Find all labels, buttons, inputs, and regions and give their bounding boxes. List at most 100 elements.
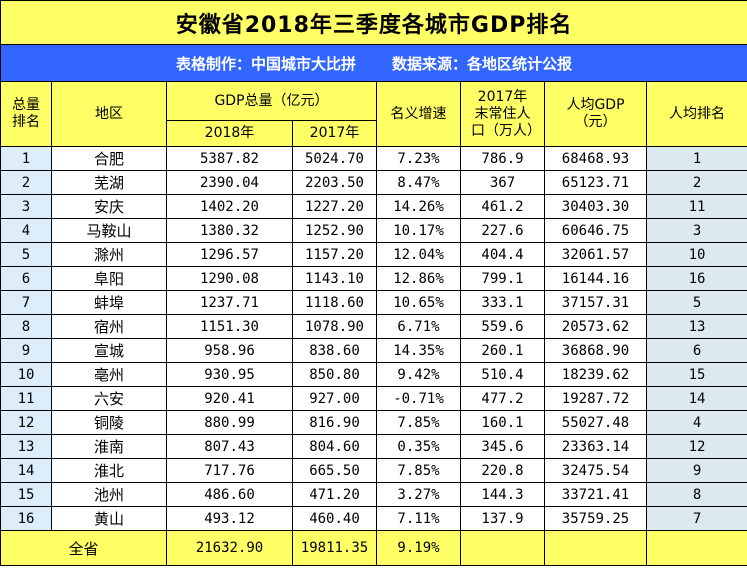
- cell-per-capita-rank: 3: [645, 218, 747, 243]
- cell-gdp-2018: 958.96: [166, 338, 293, 363]
- cell-rank: 7: [0, 290, 52, 315]
- cell-rank: 14: [0, 458, 52, 483]
- header-population: 2017年末常住人口（万人）: [460, 81, 545, 147]
- cell-population: 477.2: [460, 386, 545, 411]
- cell-population: 227.6: [460, 218, 545, 243]
- cell-per-capita-rank: 2: [645, 170, 747, 195]
- cell-region: 亳州: [51, 362, 167, 387]
- cell-per-capita-rank: 13: [645, 314, 747, 339]
- cell-growth: 12.04%: [376, 242, 461, 267]
- cell-growth: 10.17%: [376, 218, 461, 243]
- total-gdp-2018: 21632.90: [166, 530, 293, 566]
- cell-gdp-2018: 1151.30: [166, 314, 293, 339]
- cell-gdp-2017: 665.50: [292, 458, 377, 483]
- cell-per-capita: 32475.54: [544, 458, 647, 483]
- cell-per-capita: 60646.75: [544, 218, 647, 243]
- cell-per-capita-rank: 10: [645, 242, 747, 267]
- table-row: 7 蚌埠 1237.71 1118.60 10.65% 333.1 37157.31 5: [0, 290, 747, 315]
- cell-per-capita: 19287.72: [544, 386, 647, 411]
- header-per-capita-rank: 人均排名: [645, 81, 747, 147]
- cell-gdp-2017: 460.40: [292, 506, 377, 531]
- cell-per-capita-rank: 1: [645, 146, 747, 171]
- cell-per-capita: 37157.31: [544, 290, 647, 315]
- cell-growth: 7.11%: [376, 506, 461, 531]
- header-per-capita: 人均GDP（元）: [544, 81, 647, 147]
- cell-gdp-2018: 5387.82: [166, 146, 293, 171]
- cell-region: 滁州: [51, 242, 167, 267]
- cell-growth: 14.35%: [376, 338, 461, 363]
- cell-population: 144.3: [460, 482, 545, 507]
- cell-gdp-2017: 1157.20: [292, 242, 377, 267]
- cell-per-capita: 68468.93: [544, 146, 647, 171]
- cell-rank: 9: [0, 338, 52, 363]
- header-year-2018: 2018年: [166, 120, 293, 147]
- cell-gdp-2018: 930.95: [166, 362, 293, 387]
- cell-gdp-2018: 880.99: [166, 410, 293, 435]
- table-subtitle: 表格制作：中国城市大比拼 数据来源：各地区统计公报: [0, 44, 747, 82]
- cell-gdp-2017: 5024.70: [292, 146, 377, 171]
- cell-gdp-2018: 1380.32: [166, 218, 293, 243]
- cell-region: 蚌埠: [51, 290, 167, 315]
- cell-population: 260.1: [460, 338, 545, 363]
- cell-growth: 14.26%: [376, 194, 461, 219]
- table-body: 1 合肥 5387.82 5024.70 7.23% 786.9 68468.93 1 2 芜湖 2…: [0, 146, 747, 531]
- cell-gdp-2018: 1296.57: [166, 242, 293, 267]
- table-row: 16 黄山 493.12 460.40 7.11% 137.9 35759.25 7: [0, 506, 747, 531]
- cell-region: 合肥: [51, 146, 167, 171]
- cell-gdp-2018: 2390.04: [166, 170, 293, 195]
- cell-per-capita-rank: 16: [645, 266, 747, 291]
- header-growth: 名义增速: [376, 81, 461, 147]
- cell-rank: 2: [0, 170, 52, 195]
- cell-rank: 5: [0, 242, 52, 267]
- table-row: 4 马鞍山 1380.32 1252.90 10.17% 227.6 60646.75 3: [0, 218, 747, 243]
- cell-per-capita: 36868.90: [544, 338, 647, 363]
- cell-gdp-2018: 1290.08: [166, 266, 293, 291]
- cell-gdp-2017: 850.80: [292, 362, 377, 387]
- cell-rank: 12: [0, 410, 52, 435]
- cell-rank: 3: [0, 194, 52, 219]
- total-per-capita-rank: [645, 530, 747, 566]
- cell-per-capita: 55027.48: [544, 410, 647, 435]
- cell-per-capita: 18239.62: [544, 362, 647, 387]
- cell-rank: 1: [0, 146, 52, 171]
- cell-gdp-2018: 493.12: [166, 506, 293, 531]
- cell-per-capita: 35759.25: [544, 506, 647, 531]
- cell-per-capita-rank: 5: [645, 290, 747, 315]
- cell-region: 六安: [51, 386, 167, 411]
- table-row: 9 宣城 958.96 838.60 14.35% 260.1 36868.90 6: [0, 338, 747, 363]
- header-rank: 总量排名: [0, 81, 52, 147]
- cell-gdp-2017: 1143.10: [292, 266, 377, 291]
- cell-per-capita-rank: 12: [645, 434, 747, 459]
- cell-gdp-2018: 920.41: [166, 386, 293, 411]
- cell-rank: 11: [0, 386, 52, 411]
- cell-gdp-2017: 838.60: [292, 338, 377, 363]
- cell-population: 160.1: [460, 410, 545, 435]
- table-row: 11 六安 920.41 927.00 -0.71% 477.2 19287.72 14: [0, 386, 747, 411]
- cell-rank: 10: [0, 362, 52, 387]
- cell-region: 安庆: [51, 194, 167, 219]
- cell-region: 铜陵: [51, 410, 167, 435]
- cell-rank: 6: [0, 266, 52, 291]
- table-row: 2 芜湖 2390.04 2203.50 8.47% 367 65123.71 2: [0, 170, 747, 195]
- cell-region: 阜阳: [51, 266, 167, 291]
- cell-rank: 15: [0, 482, 52, 507]
- cell-per-capita: 23363.14: [544, 434, 647, 459]
- cell-growth: 0.35%: [376, 434, 461, 459]
- total-label: 全省: [0, 530, 167, 566]
- cell-gdp-2017: 816.90: [292, 410, 377, 435]
- subtitle-source: 数据来源：各地区统计公报: [392, 54, 573, 73]
- table-row: 6 阜阳 1290.08 1143.10 12.86% 799.1 16144.16 16: [0, 266, 747, 291]
- cell-per-capita: 32061.57: [544, 242, 647, 267]
- cell-growth: 3.27%: [376, 482, 461, 507]
- cell-growth: -0.71%: [376, 386, 461, 411]
- cell-region: 淮北: [51, 458, 167, 483]
- cell-population: 559.6: [460, 314, 545, 339]
- cell-region: 宣城: [51, 338, 167, 363]
- cell-population: 137.9: [460, 506, 545, 531]
- cell-population: 345.6: [460, 434, 545, 459]
- cell-population: 404.4: [460, 242, 545, 267]
- cell-rank: 4: [0, 218, 52, 243]
- cell-gdp-2018: 717.76: [166, 458, 293, 483]
- cell-gdp-2018: 1402.20: [166, 194, 293, 219]
